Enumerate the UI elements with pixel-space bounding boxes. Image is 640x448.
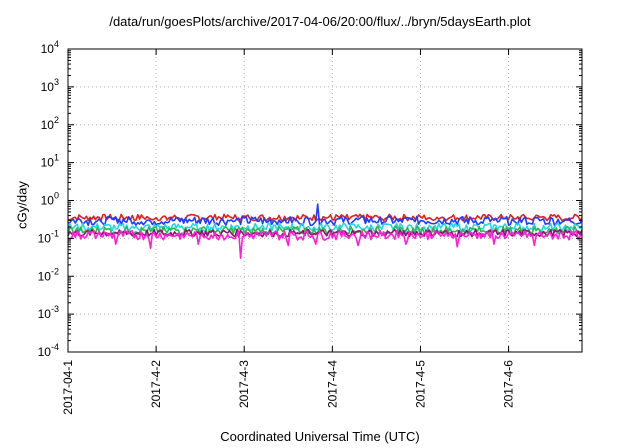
series-line-3 xyxy=(67,222,583,233)
y-tick-label: 104 xyxy=(41,39,59,56)
x-tick-label: 2017-4-3 xyxy=(237,360,251,408)
series-line-5 xyxy=(67,228,583,238)
x-tick-label: 2017-4-6 xyxy=(502,360,516,408)
y-tick-label: 10-3 xyxy=(38,304,59,321)
x-tick-label: 2017-4-4 xyxy=(325,360,339,408)
series-layer xyxy=(67,203,583,260)
x-axis: 2017-04-1 2017-4-2 2017-4-3 2017-4-4 2017-4-… xyxy=(61,49,516,415)
series-line-4 xyxy=(67,225,583,236)
y-axis: 10-4 10-3 10-2 10-1 100 101 102 103 104 xyxy=(38,39,582,359)
series-line-2 xyxy=(67,203,583,227)
series-line-6 xyxy=(67,229,583,260)
y-tick-label: 101 xyxy=(41,153,59,170)
y-tick-label: 10-1 xyxy=(38,228,59,245)
y-tick-label: 10-2 xyxy=(38,266,59,283)
grid-lines xyxy=(67,48,582,353)
y-tick-label: 103 xyxy=(41,77,59,94)
x-tick-label: 2017-4-2 xyxy=(149,360,163,408)
x-tick-label: 2017-4-5 xyxy=(413,360,427,408)
chart-title: /data/run/goesPlots/archive/2017-04-06/2… xyxy=(109,14,531,29)
x-tick-label: 2017-04-1 xyxy=(61,360,75,415)
y-tick-label: 102 xyxy=(41,115,59,132)
x-axis-label: Coordinated Universal Time (UTC) xyxy=(220,429,420,444)
y-tick-label: 100 xyxy=(41,191,59,208)
y-tick-label: 10-4 xyxy=(38,342,59,359)
